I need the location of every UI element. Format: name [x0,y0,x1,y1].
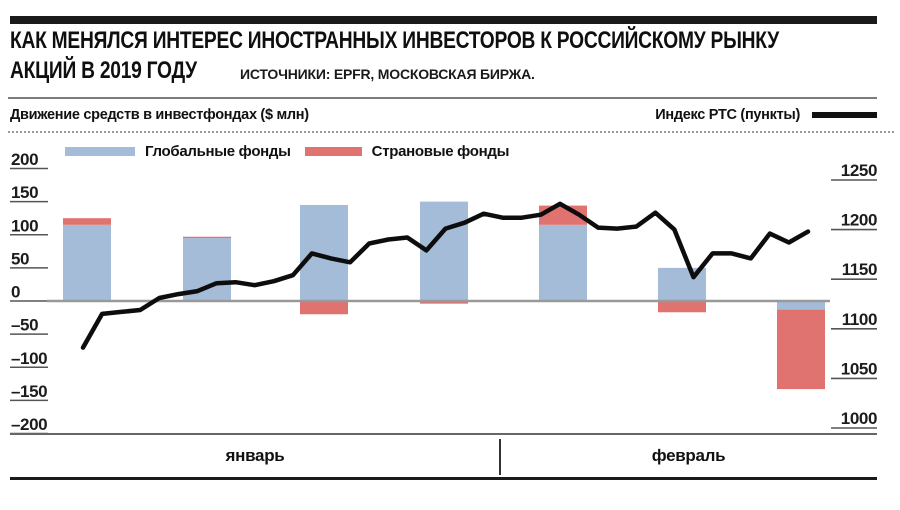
right-axis-tick-label: 1250 [841,161,877,180]
combo-chart: 200 150 100 50 0 –50 –100 –150 –200 1250 1200 1150 1… [10,150,877,435]
source-note: ИСТОЧНИКИ: EPFR, МОСКОВСКАЯ БИРЖА. [240,66,535,82]
right-axis-title-group: Индекс РТС (пункты) [655,107,877,123]
rts-line-swatch-icon [812,112,877,118]
left-axis-tick-label: 150 [11,183,38,202]
left-axis-tick-label: –200 [11,415,47,434]
month-label-january: январь [225,446,285,465]
legend-swatch-global-funds [65,146,135,156]
right-axis-tick-label: 1100 [842,310,877,329]
month-band-top-line [10,433,877,435]
legend-swatch-country-funds [304,146,362,156]
chart-legend: Глобальные фонды Страновые фонды [65,142,523,160]
header-divider [8,97,877,99]
bar-3-country [300,301,348,315]
top-accent-bar [10,16,877,24]
bar-4-country [420,301,468,304]
right-axis-tick-label: 1150 [842,260,877,279]
left-axis-tick-label: –100 [11,349,47,368]
legend-label-country-funds: Страновые фонды [371,142,510,160]
left-axis-tick-label: –150 [11,382,47,401]
bar-2-country [183,236,231,239]
bar-5-global [539,224,587,301]
rts-index-line [80,201,811,350]
bar-1-country [63,218,111,225]
bottom-rule [10,477,877,480]
page-title-line1: КАК МЕНЯЛСЯ ИНТЕРЕС ИНОСТРАННЫХ ИНВЕСТОР… [10,27,779,54]
right-axis-title: Индекс РТС (пункты) [655,107,800,123]
dotted-divider [8,131,894,133]
right-axis-tick-label: 1000 [841,409,877,428]
bar-6-country [658,301,706,313]
left-axis-tick-label: –50 [11,316,38,335]
month-divider-line [499,439,501,475]
bar-7-country [777,309,825,390]
left-axis-tick-label: 0 [11,283,20,302]
bar-7-global [777,301,825,310]
left-axis-tick-label: 200 [11,150,38,169]
bar-3-global [300,204,348,301]
left-axis-tick-label: 50 [11,249,29,268]
left-axis-tick-label: 100 [11,216,38,235]
left-axis-title: Движение средств в инвестфондах ($ млн) [10,107,309,123]
bar-1-global [63,224,111,301]
month-label-february: февраль [651,446,726,465]
right-axis-tick-label: 1200 [841,211,877,230]
legend-label-global-funds: Глобальные фонды [145,142,291,160]
right-axis-tick-label: 1050 [841,359,877,378]
page-title-line2: АКЦИЙ В 2019 ГОДУ [10,57,197,84]
